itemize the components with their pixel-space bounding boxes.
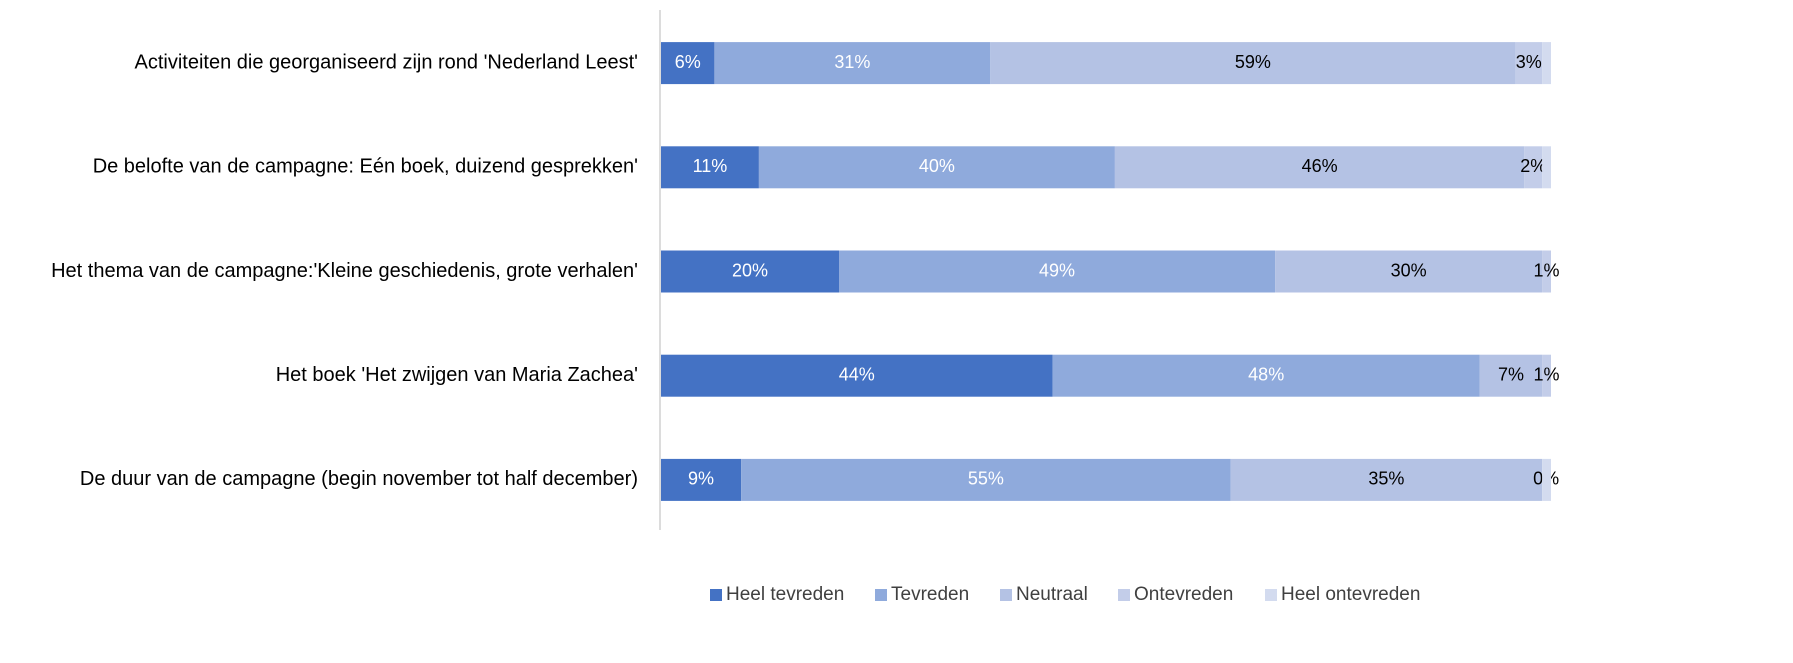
legend-label: Heel ontevreden [1281,584,1420,605]
category-label: Activiteiten die georganiseerd zijn rond… [135,51,639,73]
data-label: 20% [732,260,768,280]
bar-segment [1542,458,1551,501]
bar-segment [1275,250,1543,293]
bar-segment [661,146,759,189]
legend-label: Ontevreden [1134,584,1233,605]
bar-segment [1542,250,1551,293]
bar-segment [1114,146,1525,189]
legend-swatch [1118,589,1130,601]
bar-segment [1479,354,1543,397]
data-label: 55% [968,469,1004,489]
category-label: De belofte van de campagne: Eén boek, du… [93,156,638,178]
data-label: 44% [839,364,875,384]
bar-segment [758,146,1115,189]
bar-segment [1542,146,1551,189]
legend-label: Heel tevreden [726,584,844,605]
bar-segment [1542,354,1551,397]
data-label: 59% [1235,52,1271,72]
bar-segment [741,458,1231,501]
bar-segment [1524,146,1543,189]
bar-segment [661,458,742,501]
bar-segment [661,250,839,293]
bar-segment [990,42,1516,85]
legend-label: Neutraal [1016,584,1088,605]
bar-segment [661,354,1053,397]
data-label: 1% [1534,364,1560,384]
data-label: 9% [688,469,714,489]
data-label: 1% [1534,260,1560,280]
data-label: 48% [1248,364,1284,384]
data-label: 3% [1516,52,1542,72]
legend-swatch [1000,589,1012,601]
bar-segment [1052,354,1480,397]
bar-segment [1515,42,1543,85]
data-label: 31% [834,52,870,72]
data-label: 49% [1039,260,1075,280]
legend-label: Tevreden [891,584,969,605]
category-label: Het thema van de campagne:'Kleine geschi… [51,260,638,282]
bar-segment [1230,458,1543,501]
bar-segment [661,42,715,85]
data-label: 2% [1520,156,1546,176]
data-label: 35% [1368,469,1404,489]
data-label: 30% [1391,260,1427,280]
data-label: 46% [1302,156,1338,176]
data-label: 40% [919,156,955,176]
bar-segment [839,250,1276,293]
category-label: De duur van de campagne (begin november … [80,468,638,490]
legend-swatch [875,589,887,601]
data-label: 6% [675,52,701,72]
bar-segment [1542,42,1551,85]
data-label: 11% [693,156,728,176]
legend-swatch [1265,589,1277,601]
legend-swatch [710,589,722,601]
bar-segment [714,42,991,85]
data-label: 7% [1498,364,1524,384]
category-label: Het boek 'Het zwijgen van Maria Zachea' [276,364,638,386]
